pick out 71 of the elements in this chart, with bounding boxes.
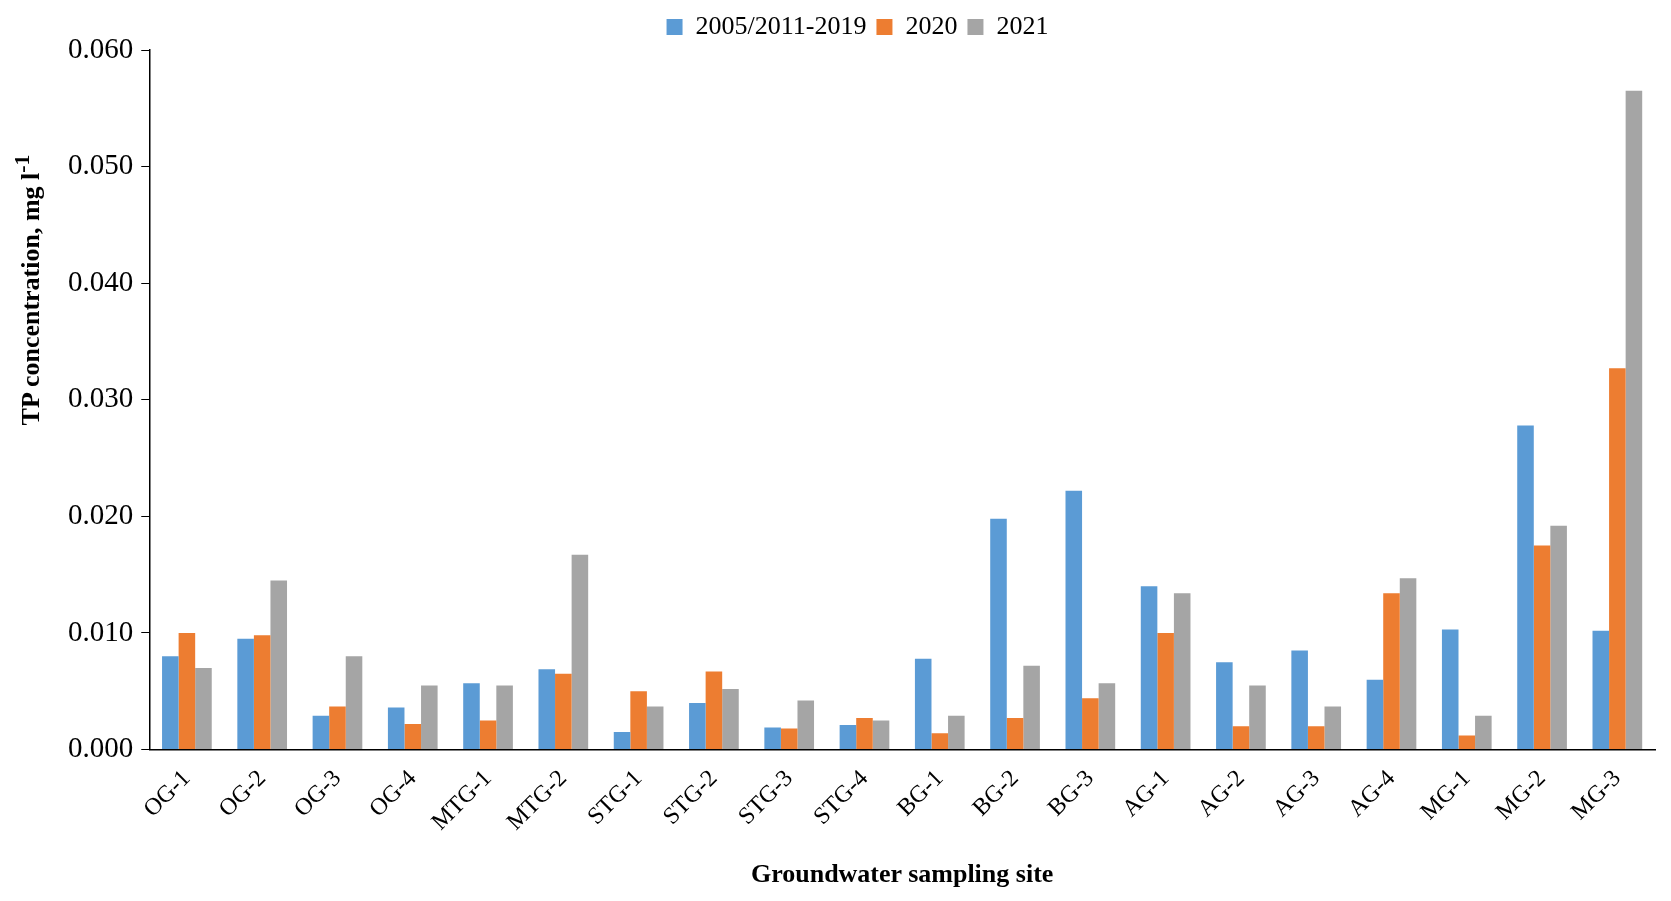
- legend-label: 2005/2011-2019: [695, 10, 867, 40]
- bar: [1366, 679, 1384, 750]
- bar: [1140, 586, 1158, 750]
- bar: [1173, 593, 1191, 750]
- bar: [496, 685, 513, 750]
- bar: [538, 669, 556, 750]
- bar: [931, 733, 949, 750]
- bar: [1157, 632, 1174, 750]
- bar: [1249, 685, 1266, 750]
- bar: [1324, 706, 1342, 750]
- bar: [1307, 726, 1325, 750]
- bar: [571, 554, 589, 750]
- y-tick-label: 0.030: [68, 381, 134, 414]
- bar: [1006, 718, 1024, 750]
- bar: [990, 518, 1007, 750]
- bar: [1609, 368, 1626, 750]
- bar: [1098, 683, 1116, 750]
- bar: [1592, 630, 1610, 750]
- bar: [404, 723, 422, 750]
- bar: [872, 720, 890, 750]
- bar: [237, 638, 254, 750]
- bar: [555, 673, 572, 750]
- bar: [162, 656, 179, 750]
- bar: [1065, 490, 1083, 750]
- x-axis-title: Groundwater sampling site: [750, 859, 1054, 889]
- bar: [1550, 525, 1567, 750]
- bar: [1533, 545, 1551, 750]
- bar: [178, 632, 196, 750]
- bar: [705, 671, 723, 750]
- bar: [1232, 726, 1250, 750]
- bar: [1399, 578, 1417, 750]
- bar: [345, 656, 363, 750]
- bar: [312, 715, 330, 750]
- bar: [856, 718, 873, 750]
- y-tick-label: 0.050: [68, 148, 134, 181]
- y-tick-label: 0.060: [68, 31, 134, 64]
- bar: [1216, 662, 1233, 750]
- y-tick-label: 0.040: [68, 264, 134, 297]
- bar: [780, 728, 798, 750]
- bar: [1517, 425, 1534, 750]
- bar: [1023, 665, 1040, 750]
- y-tick-label: 0.000: [68, 731, 134, 764]
- bar: [1082, 698, 1099, 750]
- y-tick-label: 0.020: [68, 498, 134, 530]
- legend-label: 2021: [996, 10, 1049, 40]
- y-tick-label: 0.010: [68, 614, 134, 647]
- bar: [195, 667, 212, 750]
- bar: [1441, 629, 1459, 750]
- bar: [1625, 90, 1643, 750]
- bar: [689, 702, 706, 750]
- bar: [463, 683, 480, 750]
- bar: [914, 658, 932, 750]
- bar: [1383, 593, 1400, 750]
- bar: [270, 580, 288, 750]
- bar: [329, 706, 346, 750]
- bar: [421, 685, 438, 750]
- legend-label: 2020: [905, 10, 958, 40]
- bar: [839, 725, 857, 750]
- bar: [797, 700, 815, 750]
- bar: [764, 727, 781, 750]
- bar: [387, 707, 405, 750]
- bar: [948, 715, 965, 750]
- bar: [1458, 735, 1476, 750]
- bar: [1291, 650, 1308, 750]
- bar: [479, 720, 497, 750]
- bar: [613, 732, 631, 750]
- bar: [1475, 715, 1492, 750]
- bar: [722, 688, 739, 750]
- bar: [253, 635, 271, 750]
- bar: [630, 691, 647, 750]
- bar: [646, 706, 664, 750]
